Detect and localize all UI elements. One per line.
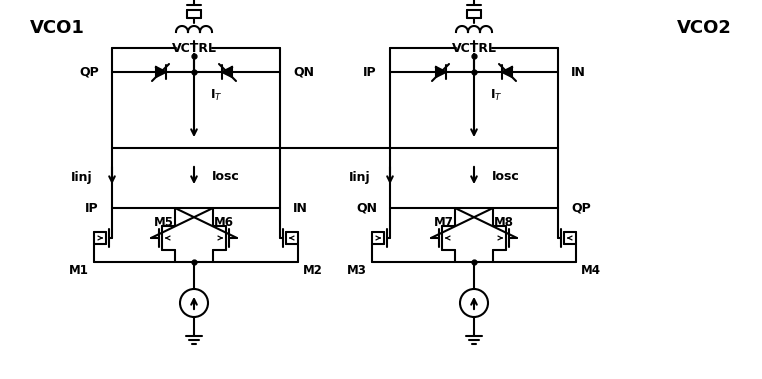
- Text: IN: IN: [293, 202, 308, 215]
- Text: M3: M3: [347, 263, 367, 277]
- Text: IN: IN: [571, 66, 586, 78]
- Text: VCO2: VCO2: [677, 19, 732, 37]
- Text: QN: QN: [293, 66, 314, 78]
- Polygon shape: [502, 67, 512, 77]
- Text: Iosc: Iosc: [212, 171, 240, 183]
- Text: I$_T$: I$_T$: [210, 88, 223, 103]
- Text: I$_T$: I$_T$: [490, 88, 503, 103]
- Text: M5: M5: [154, 216, 174, 229]
- Polygon shape: [436, 67, 446, 77]
- Text: M2: M2: [303, 263, 323, 277]
- Text: M1: M1: [69, 263, 89, 277]
- Text: VCO1: VCO1: [30, 19, 85, 37]
- Text: M7: M7: [434, 216, 454, 229]
- Polygon shape: [222, 67, 232, 77]
- Polygon shape: [156, 67, 166, 77]
- Text: Iinj: Iinj: [348, 171, 370, 183]
- Text: QN: QN: [356, 202, 377, 215]
- Text: Iinj: Iinj: [70, 171, 92, 183]
- Text: VCTRL: VCTRL: [452, 41, 497, 55]
- Text: Iosc: Iosc: [492, 171, 520, 183]
- Text: IP: IP: [363, 66, 377, 78]
- Text: IP: IP: [85, 202, 99, 215]
- Text: QP: QP: [79, 66, 99, 78]
- Text: QP: QP: [571, 202, 591, 215]
- Text: M8: M8: [494, 216, 514, 229]
- Text: VCTRL: VCTRL: [171, 41, 216, 55]
- Text: M4: M4: [581, 263, 601, 277]
- Text: M6: M6: [214, 216, 234, 229]
